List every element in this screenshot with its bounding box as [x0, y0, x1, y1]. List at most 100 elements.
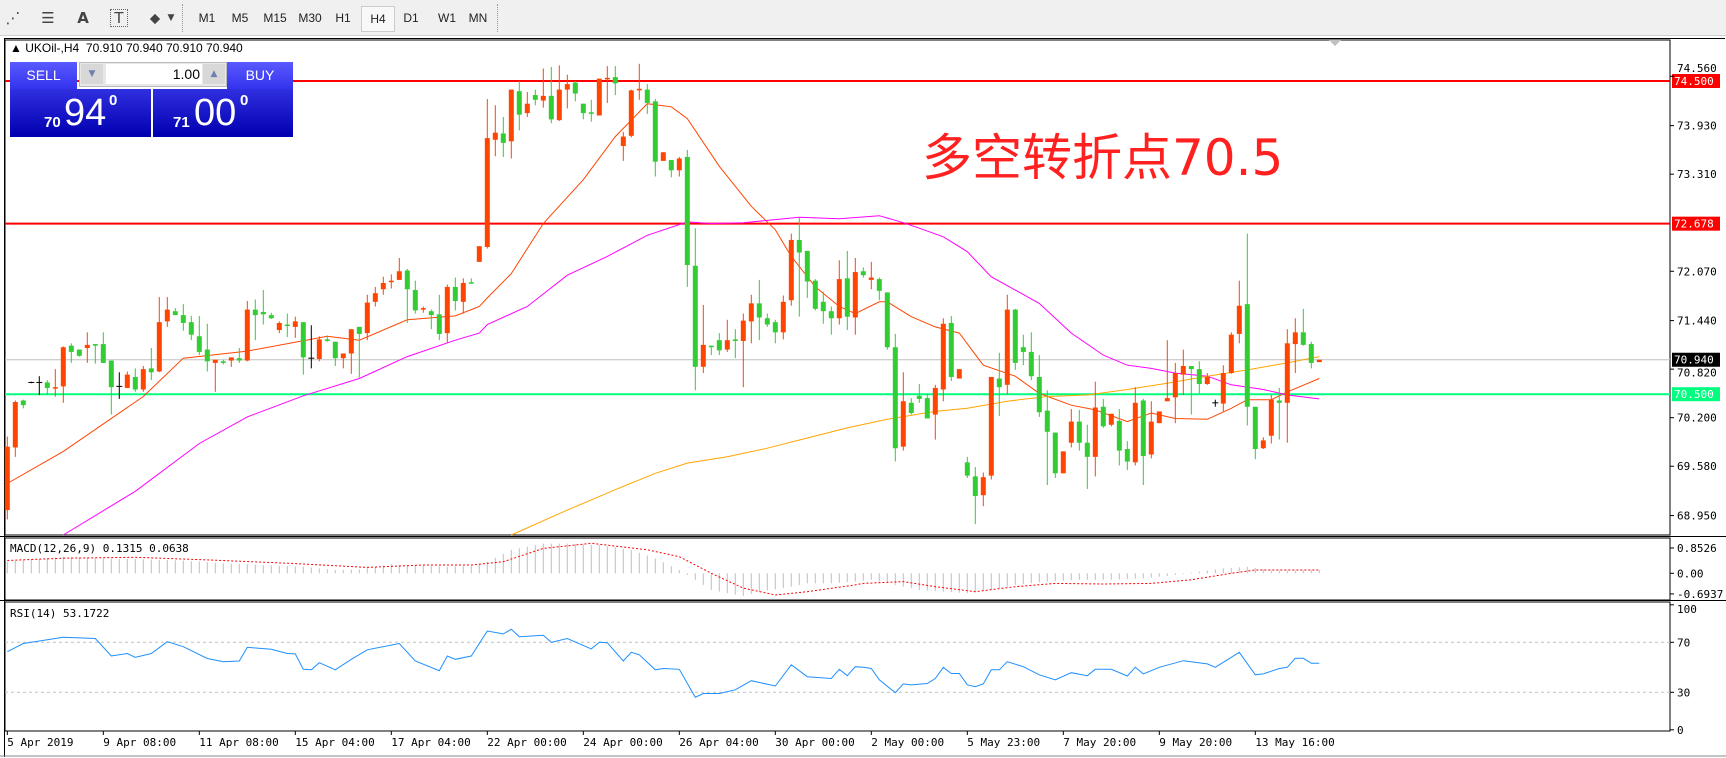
- candle: [132, 368, 138, 392]
- candle: [84, 332, 90, 363]
- candle: [1052, 432, 1058, 478]
- candle: [340, 353, 346, 369]
- timeframe-m15[interactable]: M15: [263, 11, 287, 25]
- rsi-tick-label: 100: [1677, 603, 1697, 616]
- timeframe-h1[interactable]: H1: [335, 11, 351, 25]
- candle: [1244, 233, 1250, 426]
- lot-size-stepper[interactable]: ▼ ▲: [79, 62, 227, 87]
- candle: [364, 294, 370, 341]
- candle: [1140, 398, 1146, 486]
- collapse-triangle-icon[interactable]: ▲: [10, 41, 26, 55]
- candle-body: [980, 477, 986, 496]
- candle-body: [620, 136, 626, 146]
- buy-price-big-figure: 71: [173, 114, 190, 131]
- text-label-icon[interactable]: T: [110, 9, 128, 27]
- price-tick-label: 68.950: [1677, 510, 1717, 523]
- lot-size-input[interactable]: [106, 64, 202, 84]
- buy-price-button[interactable]: 71 00 0: [153, 89, 293, 137]
- candle: [604, 66, 610, 103]
- candle-body: [236, 358, 242, 361]
- candle: [796, 218, 802, 317]
- candle-body: [492, 132, 498, 140]
- candle-body: [276, 322, 282, 330]
- candle: [388, 274, 394, 289]
- timeframe-d1[interactable]: D1: [403, 11, 419, 25]
- candle: [140, 366, 146, 392]
- candle: [116, 372, 123, 399]
- candle: [1060, 451, 1066, 474]
- price-tick-label: 73.310: [1677, 168, 1717, 181]
- candle: [652, 99, 658, 177]
- candle-body: [100, 344, 106, 363]
- candle-body: [812, 280, 818, 309]
- sell-button[interactable]: SELL: [10, 62, 77, 89]
- timeframe-m1[interactable]: M1: [198, 11, 216, 25]
- candle: [804, 250, 810, 298]
- rsi-panel-border: [4, 601, 1671, 732]
- candle-body: [1292, 332, 1298, 345]
- candle: [684, 149, 690, 287]
- timeframe-m30[interactable]: M30: [298, 11, 322, 25]
- candle: [324, 335, 330, 342]
- candle-body: [628, 90, 634, 136]
- candle-body: [700, 344, 706, 367]
- arrows-icon[interactable]: ⬥: [149, 9, 161, 27]
- candle: [828, 306, 834, 335]
- candle-body: [852, 272, 858, 318]
- decrease-lots-icon[interactable]: ▼: [81, 64, 103, 84]
- candle: [980, 472, 986, 507]
- time-tick-label: 24 Apr 00:00: [583, 736, 662, 749]
- candle-body: [772, 322, 778, 333]
- candle: [988, 376, 994, 480]
- candle-body: [956, 369, 962, 379]
- price-tick-label: 73.930: [1677, 120, 1717, 133]
- candle: [204, 323, 210, 372]
- timeframe-h4[interactable]: H4: [361, 6, 395, 32]
- candle: [60, 346, 66, 403]
- rsi-line: [7, 628, 1320, 698]
- candle: [1100, 398, 1106, 428]
- candle: [508, 89, 514, 159]
- sell-price-button[interactable]: 70 94 0: [10, 89, 151, 137]
- candle-body: [788, 239, 794, 301]
- candle-body: [4, 446, 10, 511]
- elliott-wave-icon[interactable]: ⋰: [5, 9, 21, 27]
- candle-body: [500, 133, 506, 143]
- candle-body: [460, 283, 466, 302]
- candle-body: [964, 462, 970, 476]
- candle-body: [196, 336, 202, 352]
- candle-body: [1260, 440, 1266, 449]
- candle: [1004, 294, 1010, 395]
- candle: [1132, 387, 1138, 466]
- candle-body: [132, 376, 138, 390]
- dropdown-arrow-icon[interactable]: ▼: [167, 13, 175, 23]
- candle: [1012, 308, 1018, 370]
- time-tick-label: 17 Apr 04:00: [391, 736, 470, 749]
- candle-body: [684, 156, 690, 266]
- buy-button[interactable]: BUY: [227, 62, 293, 89]
- horizontal-line-label-bg: [1672, 216, 1720, 231]
- candle-body: [588, 112, 594, 114]
- candle: [1076, 409, 1082, 451]
- timeframe-m5[interactable]: M5: [231, 11, 249, 25]
- time-tick-label: 2 May 00:00: [871, 736, 944, 749]
- candle: [1180, 349, 1186, 395]
- candle-body: [1180, 366, 1186, 375]
- candle: [588, 99, 594, 122]
- chart-annotation-text[interactable]: 多空转折点70.5: [922, 129, 1284, 187]
- candle-body: [324, 339, 330, 341]
- candle-body: [1100, 406, 1106, 427]
- candle-body: [988, 376, 994, 476]
- increase-lots-icon[interactable]: ▲: [203, 64, 225, 84]
- candle: [1092, 381, 1098, 477]
- candle: [1300, 308, 1306, 346]
- timeframe-w1[interactable]: W1: [438, 11, 456, 25]
- text-icon[interactable]: A: [77, 9, 89, 27]
- fibonacci-icon[interactable]: ☰: [41, 9, 55, 27]
- candle-body: [108, 360, 114, 388]
- timeframe-mn[interactable]: MN: [468, 11, 488, 25]
- one-click-trading-panel: SELL ▼ ▲ BUY 70 94 0 71 00 0: [10, 62, 293, 137]
- price-tick-label: 70.200: [1677, 412, 1717, 425]
- candle: [348, 329, 354, 374]
